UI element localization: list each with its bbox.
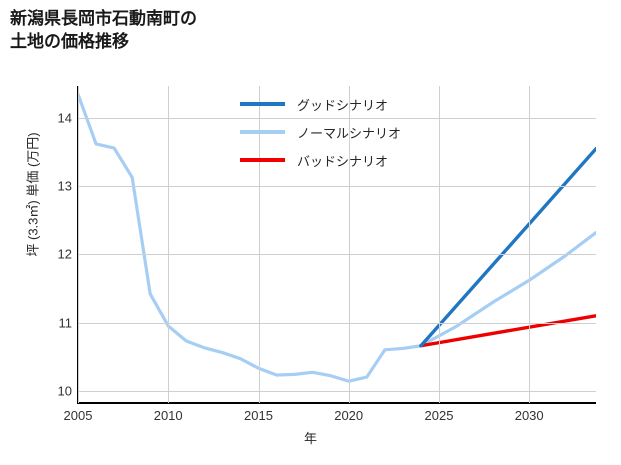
x-tick-label-2005: 2005 xyxy=(63,408,93,423)
x-axis-line xyxy=(77,402,596,404)
series-lines xyxy=(78,92,596,383)
y-tick-label-14: 14 xyxy=(57,110,72,126)
legend-swatch-bad xyxy=(240,158,285,162)
x-tick-label-2030: 2030 xyxy=(514,408,544,423)
legend-label-good: グッドシナリオ xyxy=(297,97,389,113)
gridline-x-2025 xyxy=(439,86,440,403)
x-tick-label-2025: 2025 xyxy=(424,408,454,423)
legend-item-normal[interactable]: ノーマルシナリオ xyxy=(240,118,440,146)
x-axis-label: 年 xyxy=(303,431,317,446)
series-line-normal xyxy=(78,92,596,383)
gridline-x-2030 xyxy=(529,86,531,403)
gridline-x-2020 xyxy=(348,86,350,403)
legend-label-bad: バッドシナリオ xyxy=(297,153,389,169)
gridline-y-11 xyxy=(78,322,596,324)
y-axis-label: 坪 (3.3㎡) 単価 (万円) xyxy=(25,132,41,257)
y-axis-ticks: 10 11 12 13 14 xyxy=(8,86,72,403)
series-line-bad xyxy=(419,314,596,348)
gridline-y-13 xyxy=(78,186,596,188)
gridline-y-10 xyxy=(78,390,596,392)
legend-swatch-good xyxy=(240,102,285,106)
x-tick-label-2020: 2020 xyxy=(334,408,364,423)
x-tick-label-2015: 2015 xyxy=(244,408,273,423)
x-tick-label-2010: 2010 xyxy=(153,408,183,423)
gridline-x-2005 xyxy=(78,86,79,403)
gridline-y-12 xyxy=(78,254,596,256)
legend-label-normal: ノーマルシナリオ xyxy=(297,125,402,141)
gridline-y-14 xyxy=(78,118,596,119)
y-tick-label-10: 10 xyxy=(57,383,72,399)
legend-item-good[interactable]: グッドシナリオ xyxy=(240,90,440,118)
y-tick-label-12: 12 xyxy=(57,246,72,262)
plot-area xyxy=(78,86,596,403)
gridline-x-2010 xyxy=(168,86,170,403)
gridline-x-2015 xyxy=(258,86,260,403)
chart-legend: グッドシナリオ ノーマルシナリオ バッドシナリオ xyxy=(240,90,440,174)
y-tick-label-13: 13 xyxy=(57,178,72,194)
page-title: 新潟県長岡市石動南町の 土地の価格推移 xyxy=(10,9,197,51)
y-tick-label-11: 11 xyxy=(58,315,73,331)
legend-item-bad[interactable]: バッドシナリオ xyxy=(240,146,440,174)
series-line-good xyxy=(419,147,596,348)
legend-swatch-normal xyxy=(240,130,285,134)
x-axis-ticks: 2005 2010 2015 2020 2025 2030 xyxy=(0,408,621,428)
